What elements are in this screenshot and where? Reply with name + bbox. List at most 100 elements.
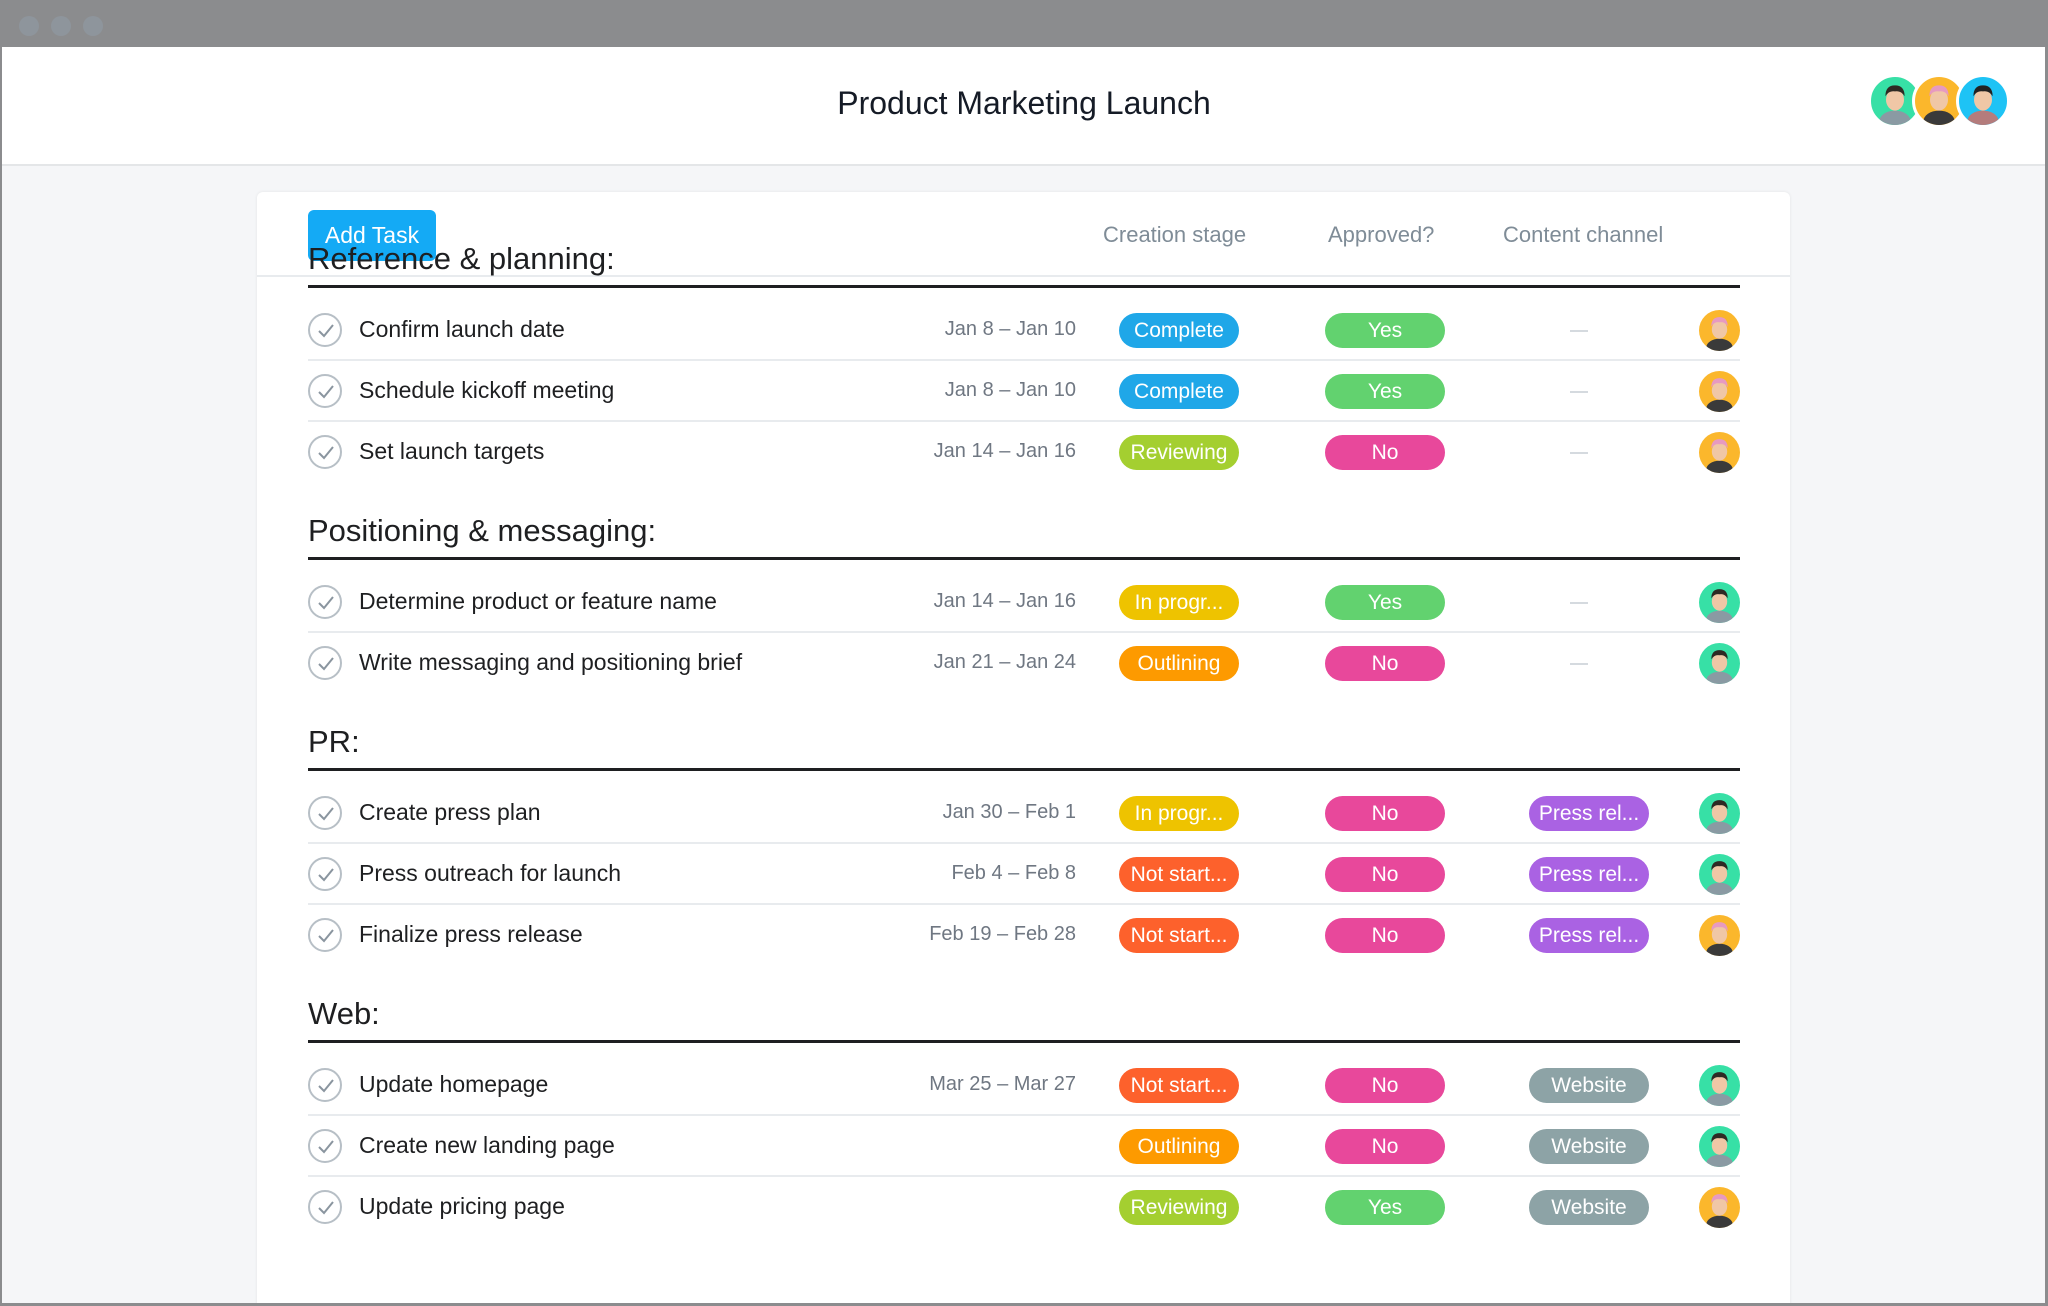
close-window-button[interactable]: [19, 16, 39, 36]
content-channel-tag[interactable]: Press rel...: [1529, 857, 1649, 892]
content-channel-tag[interactable]: Website: [1529, 1190, 1649, 1225]
maximize-window-button[interactable]: [83, 16, 103, 36]
creation-stage-tag[interactable]: In progr...: [1119, 796, 1239, 831]
task-name[interactable]: Determine product or feature name: [359, 588, 717, 614]
complete-task-checkbox[interactable]: [308, 796, 342, 830]
approved-tag[interactable]: No: [1325, 918, 1445, 953]
complete-task-checkbox[interactable]: [308, 857, 342, 891]
approved-tag[interactable]: Yes: [1325, 585, 1445, 620]
task-name[interactable]: Write messaging and positioning brief: [359, 649, 743, 675]
creation-stage-tag[interactable]: Not start...: [1119, 1068, 1239, 1103]
task-row[interactable]: Schedule kickoff meeting Jan 8 – Jan 10 …: [308, 361, 1740, 422]
approved-tag[interactable]: No: [1325, 796, 1445, 831]
section-title[interactable]: Web:: [308, 996, 380, 1031]
task-name[interactable]: Set launch targets: [359, 438, 545, 464]
approved-tag[interactable]: No: [1325, 1129, 1445, 1164]
empty-channel-placeholder[interactable]: [1570, 602, 1588, 604]
complete-task-checkbox[interactable]: [308, 435, 342, 469]
task-due-dates[interactable]: Jan 21 – Jan 24: [933, 651, 1076, 673]
task-row[interactable]: Create new landing page Outlining No Web…: [308, 1116, 1740, 1177]
avatar-member-1[interactable]: [1699, 854, 1740, 895]
complete-task-checkbox[interactable]: [308, 1068, 342, 1102]
section-title[interactable]: PR:: [308, 724, 360, 759]
column-header-content-channel[interactable]: Content channel: [1503, 222, 1664, 247]
content-channel-tag[interactable]: Website: [1529, 1068, 1649, 1103]
project-members[interactable]: [1868, 74, 2010, 128]
window-titlebar: [0, 0, 2048, 47]
task-due-dates[interactable]: Jan 30 – Feb 1: [942, 801, 1076, 823]
creation-stage-tag[interactable]: Not start...: [1119, 857, 1239, 892]
avatar-member-2[interactable]: [1699, 915, 1740, 956]
task-name[interactable]: Press outreach for launch: [359, 860, 622, 886]
approved-tag[interactable]: Yes: [1325, 313, 1445, 348]
complete-task-checkbox[interactable]: [308, 1190, 342, 1224]
task-due-dates[interactable]: Jan 8 – Jan 10: [944, 318, 1076, 340]
task-due-dates[interactable]: Jan 14 – Jan 16: [933, 590, 1076, 612]
avatar-member-2[interactable]: [1699, 310, 1740, 351]
column-header-approved[interactable]: Approved?: [1328, 222, 1435, 247]
section-title[interactable]: Positioning & messaging:: [308, 513, 657, 548]
creation-stage-tag[interactable]: Outlining: [1119, 646, 1239, 681]
task-name[interactable]: Schedule kickoff meeting: [359, 377, 615, 403]
approved-tag[interactable]: Yes: [1325, 374, 1445, 409]
creation-stage-tag[interactable]: Reviewing: [1119, 435, 1239, 470]
avatar-member-1[interactable]: [1699, 643, 1740, 684]
column-header-creation-stage[interactable]: Creation stage: [1103, 222, 1247, 247]
task-due-dates[interactable]: Jan 8 – Jan 10: [944, 379, 1076, 401]
task-row[interactable]: Press outreach for launch Feb 4 – Feb 8 …: [308, 844, 1740, 905]
creation-stage-tag[interactable]: Complete: [1119, 313, 1239, 348]
complete-task-checkbox[interactable]: [308, 646, 342, 680]
avatar-member-3[interactable]: [1956, 74, 2010, 128]
approved-tag[interactable]: Yes: [1325, 1190, 1445, 1225]
complete-task-checkbox[interactable]: [308, 585, 342, 619]
approved-tag[interactable]: No: [1325, 646, 1445, 681]
task-row[interactable]: Determine product or feature name Jan 14…: [308, 572, 1740, 633]
avatar-member-1[interactable]: [1699, 793, 1740, 834]
approved-tag[interactable]: No: [1325, 435, 1445, 470]
task-row[interactable]: Write messaging and positioning brief Ja…: [308, 633, 1740, 694]
task-row[interactable]: Finalize press release Feb 19 – Feb 28 N…: [308, 905, 1740, 966]
task-due-dates[interactable]: Feb 4 – Feb 8: [951, 862, 1076, 884]
task-name[interactable]: Create press plan: [359, 799, 541, 825]
creation-stage-tag[interactable]: Complete: [1119, 374, 1239, 409]
avatar-member-1[interactable]: [1699, 1065, 1740, 1106]
empty-channel-placeholder[interactable]: [1570, 330, 1588, 332]
creation-stage-tag[interactable]: In progr...: [1119, 585, 1239, 620]
avatar-member-1[interactable]: [1699, 582, 1740, 623]
task-name[interactable]: Update pricing page: [359, 1193, 565, 1219]
task-row[interactable]: Update pricing page Reviewing Yes Websit…: [308, 1177, 1740, 1238]
content-channel-tag[interactable]: Press rel...: [1529, 796, 1649, 831]
complete-task-checkbox[interactable]: [308, 313, 342, 347]
task-row[interactable]: Create press plan Jan 30 – Feb 1 In prog…: [308, 783, 1740, 844]
creation-stage-tag[interactable]: Not start...: [1119, 918, 1239, 953]
minimize-window-button[interactable]: [51, 16, 71, 36]
content-channel-tag[interactable]: Press rel...: [1529, 918, 1649, 953]
creation-stage-tag[interactable]: Reviewing: [1119, 1190, 1239, 1225]
task-row[interactable]: Update homepage Mar 25 – Mar 27 Not star…: [308, 1055, 1740, 1116]
complete-task-checkbox[interactable]: [308, 918, 342, 952]
complete-task-checkbox[interactable]: [308, 374, 342, 408]
approved-tag[interactable]: No: [1325, 1068, 1445, 1103]
content-channel-tag[interactable]: Website: [1529, 1129, 1649, 1164]
task-name[interactable]: Create new landing page: [359, 1132, 615, 1158]
task-name[interactable]: Finalize press release: [359, 921, 583, 947]
task-due-dates[interactable]: Mar 25 – Mar 27: [929, 1073, 1076, 1095]
avatar-member-2[interactable]: [1699, 1187, 1740, 1228]
task-row[interactable]: Set launch targets Jan 14 – Jan 16 Revie…: [308, 422, 1740, 483]
task-due-dates[interactable]: Feb 19 – Feb 28: [929, 923, 1076, 945]
complete-task-checkbox[interactable]: [308, 1129, 342, 1163]
task-name[interactable]: Update homepage: [359, 1071, 549, 1097]
avatar-member-2[interactable]: [1699, 371, 1740, 412]
task-name[interactable]: Confirm launch date: [359, 316, 565, 342]
avatar-member-1[interactable]: [1699, 1126, 1740, 1167]
empty-channel-placeholder[interactable]: [1570, 452, 1588, 454]
empty-channel-placeholder[interactable]: [1570, 663, 1588, 665]
section-title[interactable]: Reference & planning:: [308, 241, 615, 276]
task-row[interactable]: Confirm launch date Jan 8 – Jan 10 Compl…: [308, 300, 1740, 361]
add-task-button[interactable]: Add Task: [308, 210, 436, 261]
task-due-dates[interactable]: Jan 14 – Jan 16: [933, 440, 1076, 462]
approved-tag[interactable]: No: [1325, 857, 1445, 892]
creation-stage-tag[interactable]: Outlining: [1119, 1129, 1239, 1164]
avatar-member-2[interactable]: [1699, 432, 1740, 473]
empty-channel-placeholder[interactable]: [1570, 391, 1588, 393]
